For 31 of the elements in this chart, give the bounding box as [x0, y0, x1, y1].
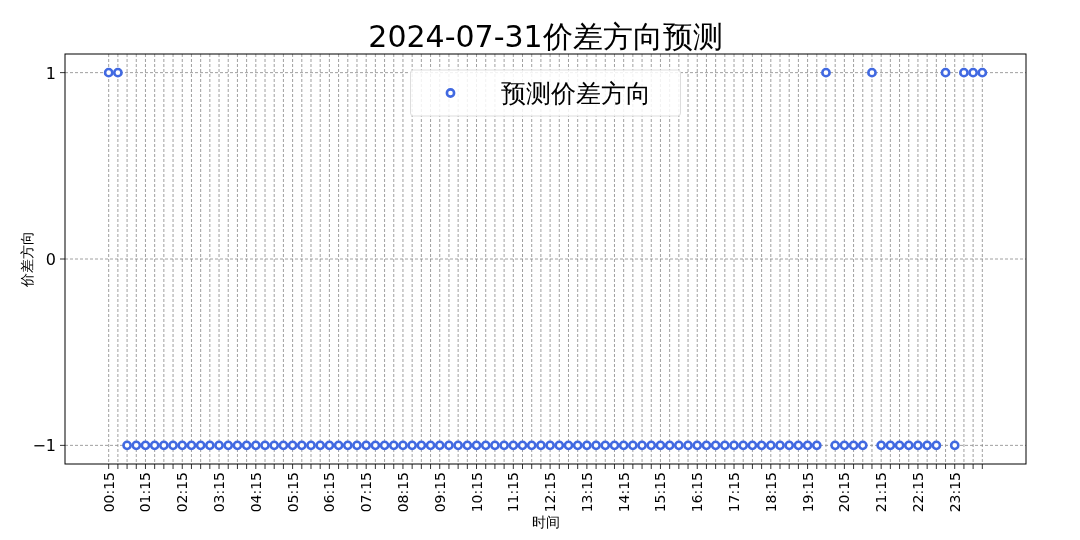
- x-axis-title: 时间: [531, 514, 560, 530]
- x-tick-label: 17:15: [726, 472, 743, 513]
- x-tick-label: 16:15: [689, 472, 706, 513]
- x-tick-label: 13:15: [578, 472, 595, 513]
- x-tick-label: 07:15: [358, 472, 375, 513]
- x-tick-label: 15:15: [652, 472, 669, 513]
- x-tick-label: 19:15: [799, 472, 816, 513]
- x-tick-label: 05:15: [284, 472, 301, 513]
- chart-title: 2024-07-31价差方向预测: [368, 19, 723, 54]
- x-tick-label: 02:15: [174, 472, 191, 513]
- legend-label: 预测价差方向: [500, 79, 651, 108]
- x-tick-label: 12:15: [542, 472, 559, 513]
- x-tick-label: 23:15: [946, 472, 963, 513]
- y-tick-label: 1: [45, 63, 56, 83]
- x-tick-label: 04:15: [247, 472, 264, 513]
- x-tick-label: 22:15: [909, 472, 926, 513]
- x-tick-label: 00:15: [100, 472, 117, 513]
- x-tick-label: 10:15: [468, 472, 485, 513]
- x-tick-label: 06:15: [321, 472, 338, 513]
- y-axis-title: 价差方向: [19, 231, 35, 288]
- x-tick-label: 03:15: [211, 472, 228, 513]
- x-tick-label: 09:15: [431, 472, 448, 513]
- y-tick-label: 0: [45, 250, 56, 269]
- x-tick-label: 11:15: [505, 472, 522, 513]
- y-tick-label: −1: [32, 436, 56, 456]
- x-tick-label: 08:15: [394, 472, 411, 513]
- x-tick-label: 14:15: [615, 472, 632, 513]
- x-tick-label: 01:15: [137, 472, 154, 513]
- x-tick-label: 20:15: [836, 472, 853, 513]
- x-tick-label: 21:15: [873, 472, 890, 513]
- x-tick-label: 18:15: [762, 472, 779, 513]
